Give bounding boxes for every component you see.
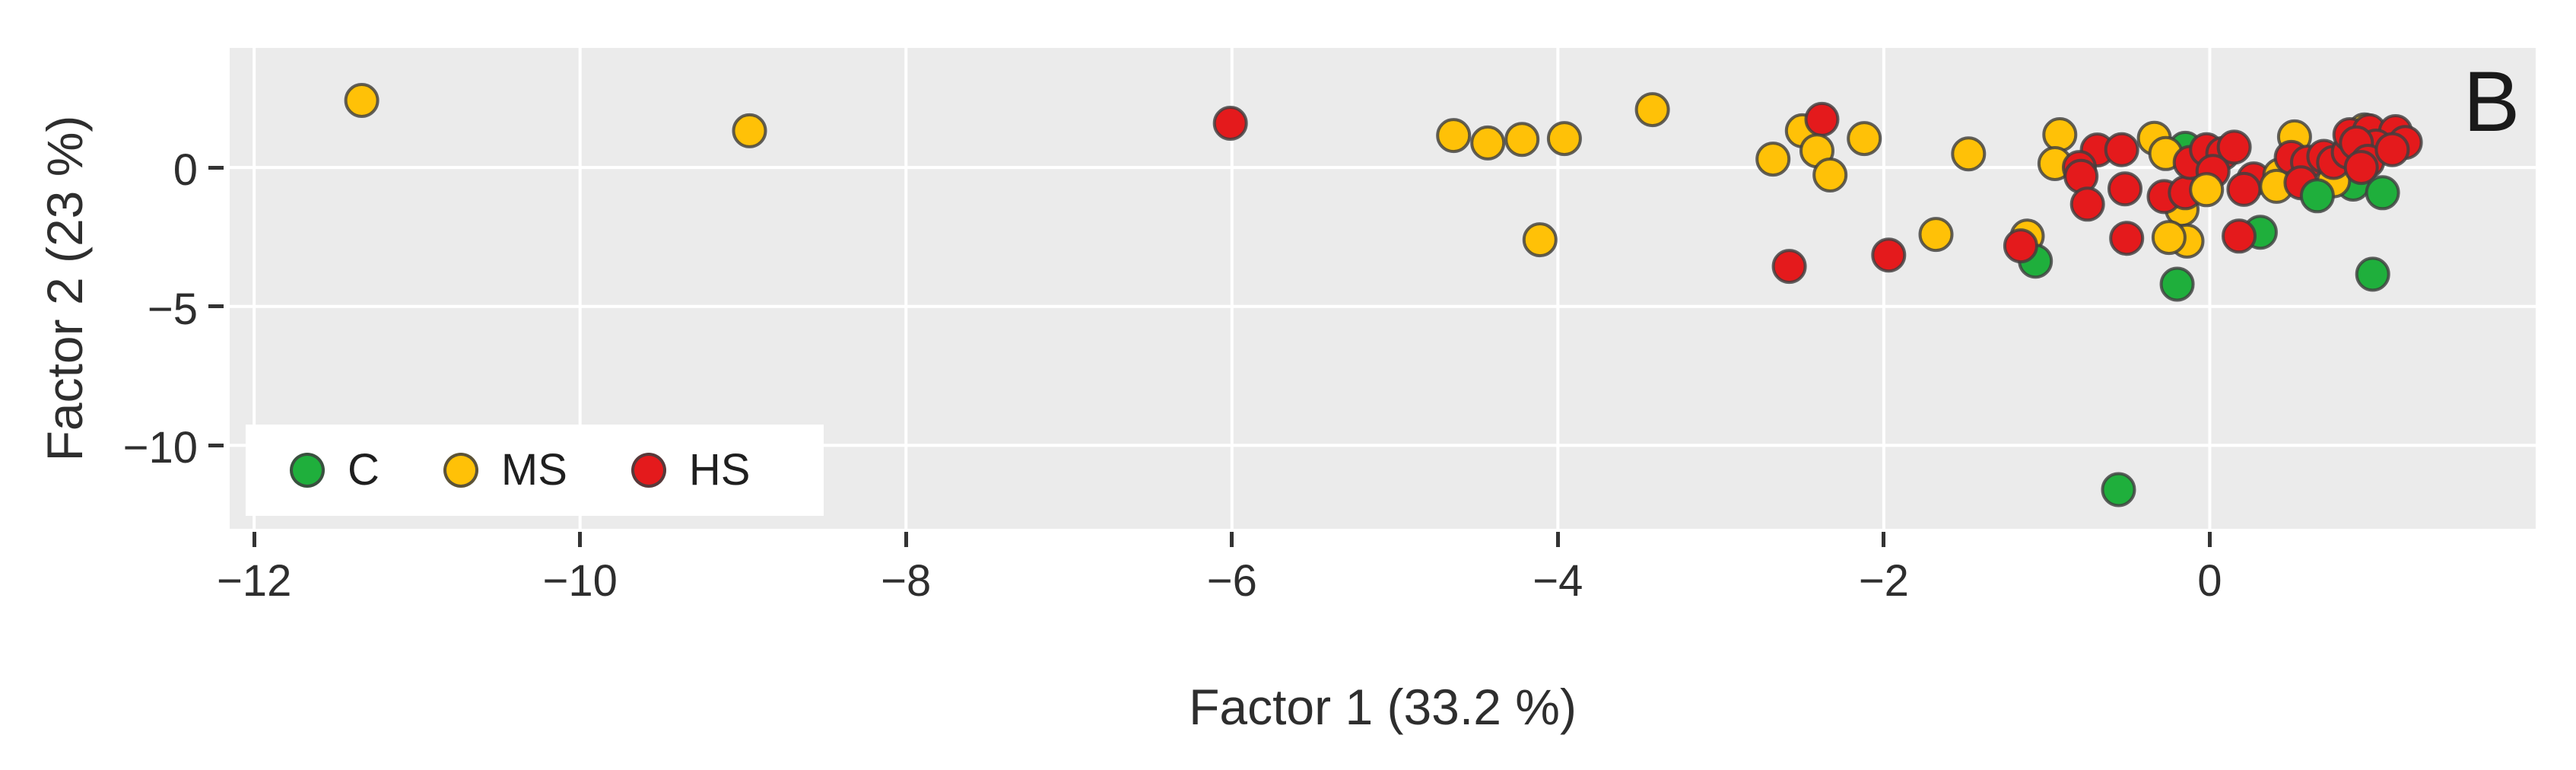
data-point bbox=[2003, 228, 2038, 264]
legend-marker-c-icon bbox=[290, 453, 325, 488]
data-point bbox=[2355, 256, 2390, 292]
data-point bbox=[344, 83, 380, 118]
data-point bbox=[2374, 132, 2410, 167]
legend: C MS HS bbox=[246, 425, 824, 516]
x-axis-title: Factor 1 (33.2 %) bbox=[1189, 679, 1577, 735]
scatter-plot bbox=[230, 48, 2536, 529]
legend-label-c: C bbox=[348, 445, 380, 495]
figure-label: B bbox=[2463, 54, 2520, 149]
data-point bbox=[2299, 178, 2335, 214]
data-point bbox=[2159, 266, 2195, 302]
legend-label-ms: MS bbox=[500, 445, 567, 495]
data-point bbox=[1871, 237, 1907, 273]
legend-item-ms: MS bbox=[443, 448, 567, 492]
data-point bbox=[2151, 220, 2187, 256]
x-tick-label: −10 bbox=[542, 556, 618, 606]
data-point bbox=[1771, 249, 1807, 285]
data-point bbox=[1918, 217, 1954, 253]
x-tick-mark bbox=[1882, 532, 1886, 547]
data-point bbox=[2109, 221, 2145, 256]
data-point bbox=[2226, 171, 2262, 207]
data-point bbox=[1847, 121, 1882, 157]
y-tick-mark bbox=[208, 443, 224, 447]
y-tick-mark bbox=[208, 165, 224, 170]
data-point bbox=[2216, 129, 2252, 165]
data-point bbox=[1470, 125, 1506, 161]
data-point bbox=[1212, 106, 1248, 141]
data-point bbox=[1436, 118, 1472, 154]
data-point bbox=[2365, 175, 2400, 211]
data-point bbox=[1804, 101, 1840, 137]
x-tick-label: −8 bbox=[881, 556, 932, 606]
legend-marker-hs-icon bbox=[631, 453, 666, 488]
x-tick-mark bbox=[1555, 532, 1560, 547]
data-point bbox=[2101, 472, 2136, 508]
data-point bbox=[1812, 158, 1848, 192]
data-point bbox=[2343, 150, 2379, 186]
plot-panel: C MS HS bbox=[230, 48, 2536, 529]
legend-item-c: C bbox=[290, 448, 380, 492]
y-tick-label: −5 bbox=[147, 284, 198, 334]
legend-marker-ms-icon bbox=[443, 453, 478, 488]
data-point bbox=[2189, 172, 2225, 208]
x-tick-mark bbox=[578, 532, 583, 547]
data-point bbox=[1634, 92, 1670, 128]
legend-item-hs: HS bbox=[631, 445, 751, 495]
data-point bbox=[2222, 218, 2257, 254]
data-point bbox=[2069, 186, 2105, 222]
data-point bbox=[2104, 132, 2139, 167]
x-tick-mark bbox=[2207, 532, 2212, 547]
y-tick-mark bbox=[208, 304, 224, 309]
x-tick-mark bbox=[1230, 532, 1234, 547]
data-point bbox=[1522, 222, 1558, 258]
data-point bbox=[1951, 136, 1987, 172]
data-point bbox=[1755, 142, 1791, 177]
x-tick-label: −12 bbox=[216, 556, 292, 606]
x-tick-mark bbox=[904, 532, 908, 547]
x-tick-label: 0 bbox=[2197, 556, 2222, 606]
data-point bbox=[2042, 117, 2078, 152]
y-tick-label: −10 bbox=[122, 423, 198, 473]
legend-label-hs: HS bbox=[688, 445, 751, 495]
y-tick-label: 0 bbox=[173, 145, 198, 196]
data-point bbox=[1546, 121, 1582, 157]
x-tick-label: −4 bbox=[1533, 556, 1583, 606]
data-point bbox=[1504, 122, 1540, 158]
x-tick-mark bbox=[252, 532, 256, 547]
data-point bbox=[732, 113, 767, 148]
x-tick-label: −6 bbox=[1206, 556, 1257, 606]
x-tick-label: −2 bbox=[1858, 556, 1909, 606]
data-point bbox=[2107, 171, 2142, 207]
